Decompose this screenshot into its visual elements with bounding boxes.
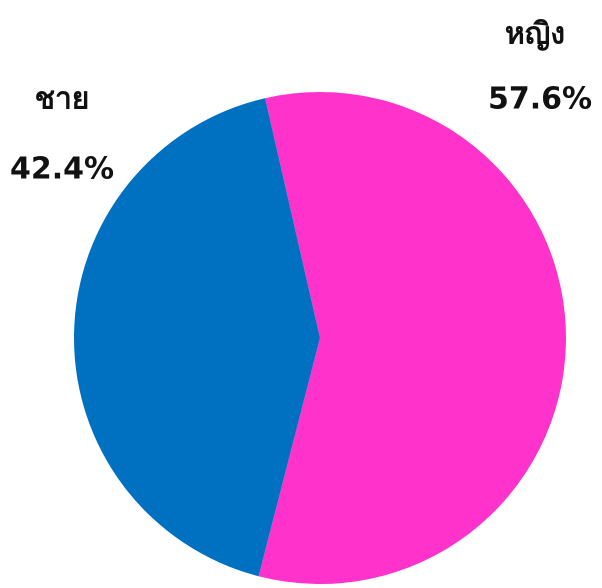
pie-slice xyxy=(258,91,566,585)
slice-name: หญิง xyxy=(505,17,565,52)
slice-name: ชาย xyxy=(35,82,90,117)
slice-value-label: 42.4% xyxy=(10,152,114,187)
pie-slice xyxy=(73,98,320,577)
slice-value-label: 57.6% xyxy=(488,82,592,117)
